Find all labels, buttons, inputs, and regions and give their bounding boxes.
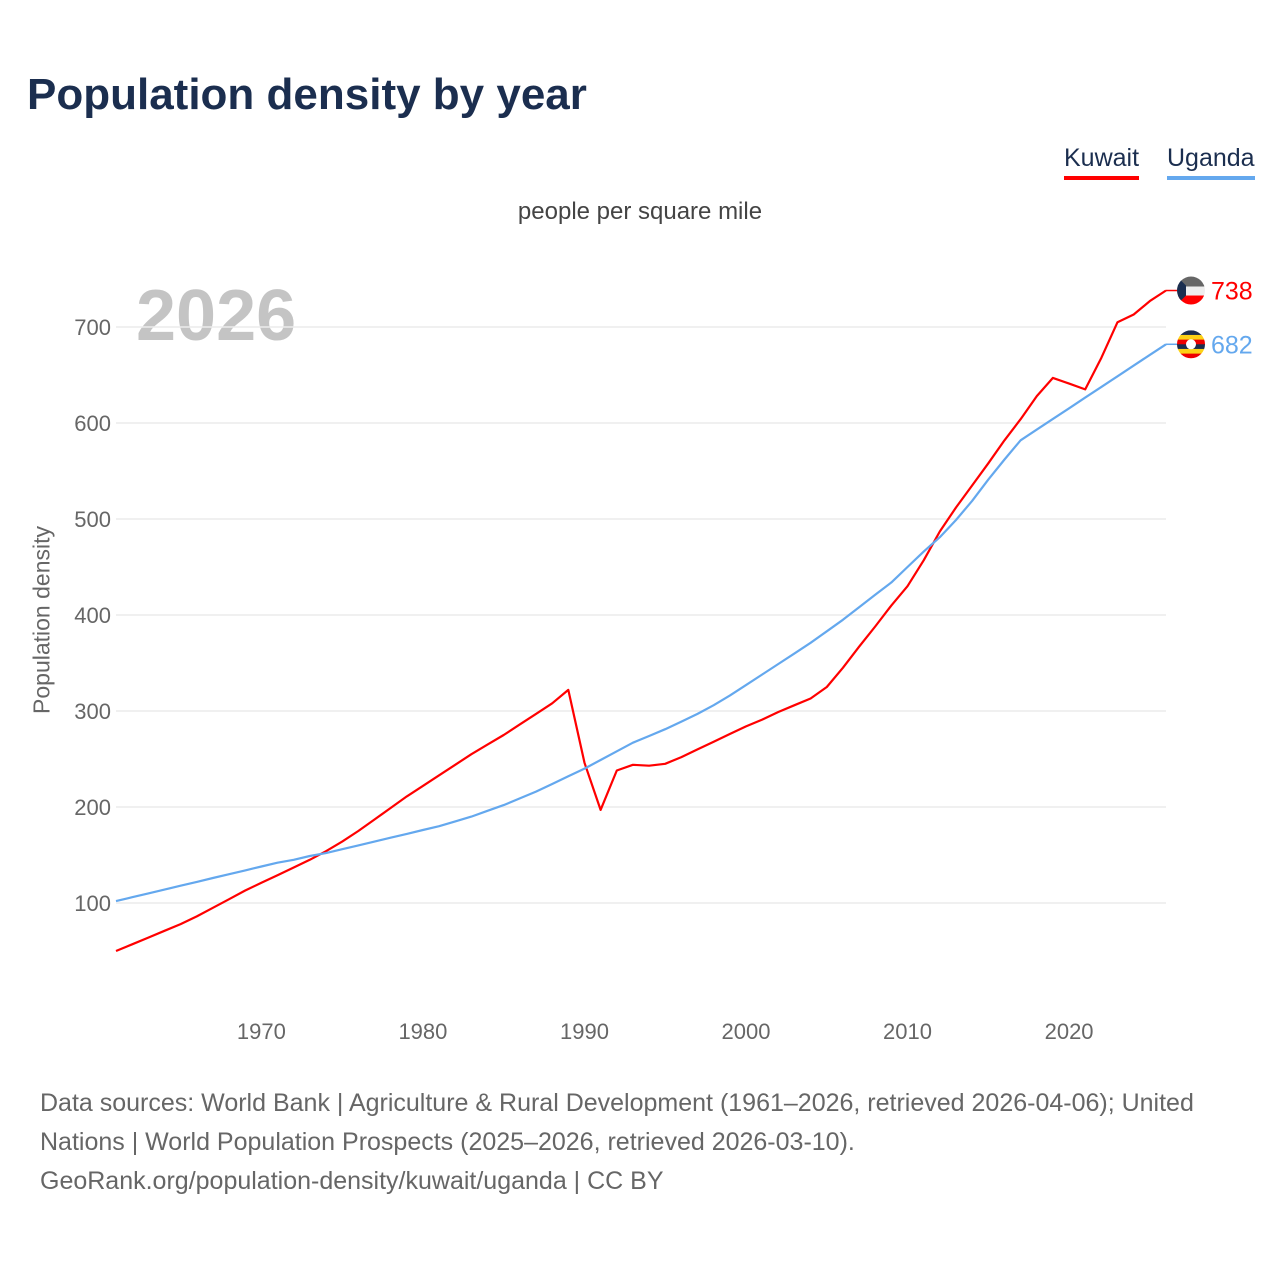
x-tick-label: 2010: [883, 1019, 932, 1044]
end-label-kuwait: 738: [1211, 278, 1253, 306]
y-tick-label: 600: [74, 411, 111, 436]
legend-kuwait[interactable]: Kuwait: [1064, 144, 1140, 180]
end-label-uganda: 682: [1211, 331, 1253, 359]
x-tick-label: 1990: [560, 1019, 609, 1044]
y-tick-label: 100: [74, 891, 111, 916]
chart-subtitle: people per square mile: [517, 198, 763, 225]
kuwait-flag-icon: [1177, 276, 1205, 305]
y-tick-label: 300: [74, 699, 111, 724]
source-link[interactable]: GeoRank.org/population-density/kuwait/ug…: [40, 1167, 664, 1195]
year-watermark: 2026: [136, 276, 296, 356]
x-tick-label: 1980: [398, 1019, 447, 1044]
uganda-flag-icon: [1177, 330, 1205, 359]
y-tick-label: 700: [74, 315, 111, 340]
x-tick-label: 1970: [237, 1019, 286, 1044]
chart-title: Population density by year: [27, 70, 587, 119]
y-tick-label: 500: [74, 507, 111, 532]
x-tick-label: 2000: [722, 1019, 771, 1044]
footer: Data sources: World Bank | Agriculture &…: [40, 1084, 1250, 1201]
y-tick-label: 200: [74, 795, 111, 820]
series-line-uganda: [115, 343, 1167, 903]
y-tick-label: 400: [74, 603, 111, 628]
legend-uganda[interactable]: Uganda: [1167, 144, 1255, 180]
data-sources: Data sources: World Bank | Agriculture &…: [40, 1089, 1194, 1156]
series-line-kuwait: [115, 289, 1167, 953]
x-tick-label: 2020: [1045, 1019, 1094, 1044]
